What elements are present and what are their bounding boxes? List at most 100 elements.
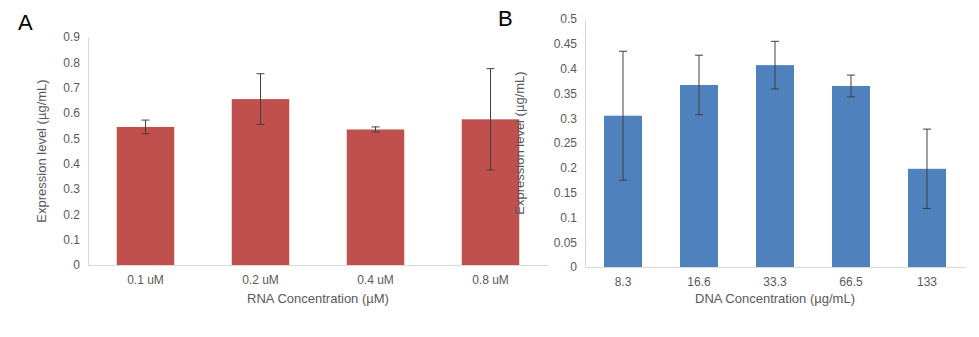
y-axis: 00.050.10.150.20.250.30.350.40.450.5 xyxy=(554,12,586,274)
x-axis-title: RNA Concentration (µM) xyxy=(247,291,389,306)
error-bar-line xyxy=(699,55,700,115)
y-axis-title: Expression level (µg/mL) xyxy=(512,71,527,214)
x-tick: 0.4 uM xyxy=(357,265,394,287)
y-axis-title: Expression level (µg/mL) xyxy=(34,79,49,222)
error-bar xyxy=(771,41,779,89)
x-tick-label: 0.8 uM xyxy=(472,273,509,287)
plot-area xyxy=(604,41,946,267)
y-tick: 0 xyxy=(73,258,88,272)
y-tick-label: 0.4 xyxy=(560,62,577,76)
y-tick-label: 0.9 xyxy=(63,30,80,44)
error-bar-line xyxy=(923,129,931,130)
y-tick: 0.9 xyxy=(63,30,88,44)
x-tick: 0.2 uM xyxy=(242,265,279,287)
error-bar-line xyxy=(260,74,261,125)
error-bar-line xyxy=(851,75,852,97)
x-tick: 8.3 xyxy=(615,267,632,289)
y-tick: 0.7 xyxy=(63,81,88,95)
y-tick-label: 0.3 xyxy=(560,112,577,126)
y-tick-label: 0.2 xyxy=(63,208,80,222)
y-tick-label: 0.6 xyxy=(63,106,80,120)
y-tick-label: 0.7 xyxy=(63,81,80,95)
y-tick: 0.2 xyxy=(63,208,88,222)
y-tick-label: 0.1 xyxy=(560,211,577,225)
y-tick-label: 0 xyxy=(570,260,577,274)
error-bar xyxy=(372,127,380,132)
y-tick: 0.4 xyxy=(560,62,585,76)
error-bar xyxy=(695,55,703,115)
y-tick: 0.3 xyxy=(63,182,88,196)
x-tick-label: 33.3 xyxy=(763,275,787,289)
x-tick: 0.8 uM xyxy=(472,265,509,287)
y-tick: 0.4 xyxy=(63,157,88,171)
error-bar xyxy=(847,75,855,97)
y-tick: 0.2 xyxy=(560,161,585,175)
x-axis-line xyxy=(89,265,549,266)
error-bar-line xyxy=(847,96,855,97)
x-tick: 133 xyxy=(917,267,937,289)
error-bar xyxy=(257,74,265,125)
x-tick-label: 133 xyxy=(917,275,937,289)
error-bar-line xyxy=(771,88,779,89)
x-axis-line xyxy=(586,267,966,268)
x-tick-label: 8.3 xyxy=(615,275,632,289)
y-axis: 0 0.1 0.2 0.3 0.4 0.5 0.6 0.7 0.8 0.9 xyxy=(63,30,88,272)
error-bar-line xyxy=(490,69,491,170)
y-tick: 0.5 xyxy=(560,12,585,26)
y-axis-line xyxy=(585,20,586,268)
y-tick: 0.05 xyxy=(554,236,585,250)
error-bar-line xyxy=(142,120,150,121)
error-bar-line xyxy=(487,170,495,171)
error-bar-line xyxy=(847,75,855,76)
x-axis-title: DNA Concentration (µg/mL) xyxy=(695,291,855,306)
chart-panel: A 0 0.1 0.2 0.3 0.4 0.5 0.6 0.7 0.8 0.9 0.1 uM 0.2 u… xyxy=(18,10,549,306)
y-tick-label: 0.1 xyxy=(63,233,80,247)
error-bar xyxy=(923,129,931,208)
error-bar-line xyxy=(372,126,380,127)
y-tick-label: 0.05 xyxy=(554,236,578,250)
y-tick: 0.6 xyxy=(63,106,88,120)
y-tick: 0.5 xyxy=(63,132,88,146)
y-tick-label: 0.3 xyxy=(63,182,80,196)
y-axis-line xyxy=(88,38,89,266)
x-tick: 0.1 uM xyxy=(127,265,164,287)
x-axis: 8.3 16.6 33.3 66.5 133 xyxy=(586,267,966,289)
x-tick: 33.3 xyxy=(763,267,787,289)
bar xyxy=(756,65,794,267)
panel-label: B xyxy=(498,6,513,31)
error-bar-line xyxy=(142,133,150,134)
error-bar-line xyxy=(257,124,265,125)
error-bar-line xyxy=(372,132,380,133)
x-axis: 0.1 uM 0.2 uM 0.4 uM 0.8 uM xyxy=(89,265,549,287)
y-tick-label: 0.5 xyxy=(560,12,577,26)
x-tick: 16.6 xyxy=(687,267,711,289)
y-tick: 0.25 xyxy=(554,136,585,150)
y-tick: 0.35 xyxy=(554,87,585,101)
bar xyxy=(347,129,405,265)
plot-area xyxy=(117,69,520,265)
x-tick-label: 0.4 uM xyxy=(357,273,394,287)
y-tick: 0.8 xyxy=(63,56,88,70)
error-bar-line xyxy=(619,180,627,181)
error-bar-line xyxy=(927,129,928,208)
chart-panel: B00.050.10.150.20.250.30.350.40.450.58.3… xyxy=(498,6,966,306)
error-bar-line xyxy=(923,208,931,209)
error-bar xyxy=(142,120,150,134)
error-bar-line xyxy=(145,120,146,134)
y-tick-label: 0.5 xyxy=(63,132,80,146)
x-tick-label: 0.2 uM xyxy=(242,273,279,287)
y-tick: 0 xyxy=(570,260,585,274)
y-tick-label: 0.2 xyxy=(560,161,577,175)
x-tick-label: 16.6 xyxy=(687,275,711,289)
y-tick: 0.3 xyxy=(560,112,585,126)
error-bar xyxy=(487,69,495,170)
y-tick-label: 0.25 xyxy=(554,136,578,150)
y-tick-label: 0.35 xyxy=(554,87,578,101)
error-bar-line xyxy=(257,73,265,74)
bar xyxy=(832,86,870,267)
figure: A 0 0.1 0.2 0.3 0.4 0.5 0.6 0.7 0.8 0.9 0.1 uM 0.2 u… xyxy=(0,0,979,337)
y-tick-label: 0.8 xyxy=(63,56,80,70)
x-tick: 66.5 xyxy=(839,267,863,289)
error-bar xyxy=(619,51,627,180)
panel-label: A xyxy=(18,10,33,35)
